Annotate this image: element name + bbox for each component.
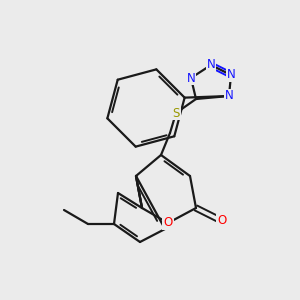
Text: N: N — [207, 58, 215, 71]
Text: N: N — [226, 68, 236, 82]
Text: N: N — [225, 89, 233, 103]
Text: N: N — [187, 71, 195, 85]
Text: S: S — [172, 106, 180, 119]
Text: O: O — [164, 217, 172, 230]
Text: O: O — [218, 214, 226, 227]
